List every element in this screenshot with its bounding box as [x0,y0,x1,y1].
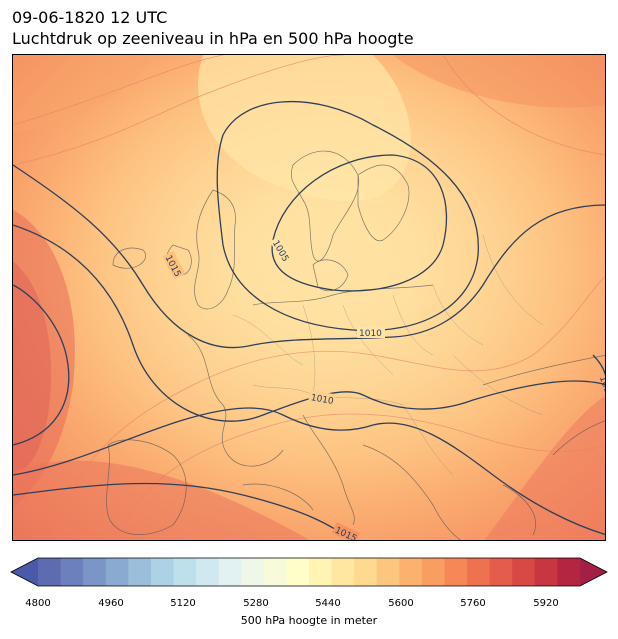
colorbar-swatch [467,558,491,586]
coastlines [106,150,605,540]
colorbar-swatch [218,558,242,586]
colorbar-swatch [512,558,536,586]
colorbar-tick: 5440 [315,598,341,609]
colorbar-swatch [241,558,265,586]
colorbar-swatch [331,558,355,586]
country-borders [232,234,544,476]
colorbar-swatch [286,558,310,586]
colorbar-swatch [263,558,287,586]
colorbar-extend-low [11,558,38,586]
colorbar-swatch [128,558,152,586]
colorbar-swatch [399,558,423,586]
colorbar-swatch [38,558,62,586]
colorbar-swatch [534,558,558,586]
map-title: Luchtdruk op zeeniveau in hPa en 500 hPa… [12,29,414,48]
isobars [13,100,605,540]
colorbar-swatch [354,558,378,586]
colorbar-swatch [105,558,129,586]
colorbar-swatch [309,558,333,586]
isobar-label-1010-south: 1010 [310,393,335,407]
map-canvas: 1005 1010 1010 1015 1015 1010 [13,55,606,540]
map-panel: 1005 1010 1010 1015 1015 1010 [12,54,606,541]
colorbar-tick: 5760 [460,598,486,609]
height-contours [13,55,605,540]
colorbar-svg [10,557,608,587]
colorbar-tick: 4800 [25,598,51,609]
colorbar-tick: 4960 [98,598,124,609]
colorbar-swatch [150,558,174,586]
colorbar-swatch [83,558,107,586]
colorbar-tick: 5120 [170,598,196,609]
colorbar-label: 500 hPa hoogte in meter [240,614,378,627]
map-datetime: 09-06-1820 12 UTC [12,8,168,27]
colorbar-tick: 5920 [533,598,559,609]
colorbar-extend-high [580,558,607,586]
isobar-label-1010-north: 1010 [359,329,382,339]
colorbar-outline [10,557,608,587]
colorbar [10,557,608,587]
colorbar-swatch [421,558,445,586]
isobar-label-1010-east: 1010 [597,375,606,400]
colorbar-swatch [173,558,197,586]
colorbar-swatch [444,558,468,586]
height-isolines [13,55,605,540]
colorbar-swatch [557,558,581,586]
colorbar-swatch [196,558,220,586]
colorbar-tick: 5280 [243,598,269,609]
colorbar-swatch [376,558,400,586]
colorbar-swatch [489,558,513,586]
colorbar-tick: 5600 [388,598,414,609]
colorbar-swatch [60,558,84,586]
